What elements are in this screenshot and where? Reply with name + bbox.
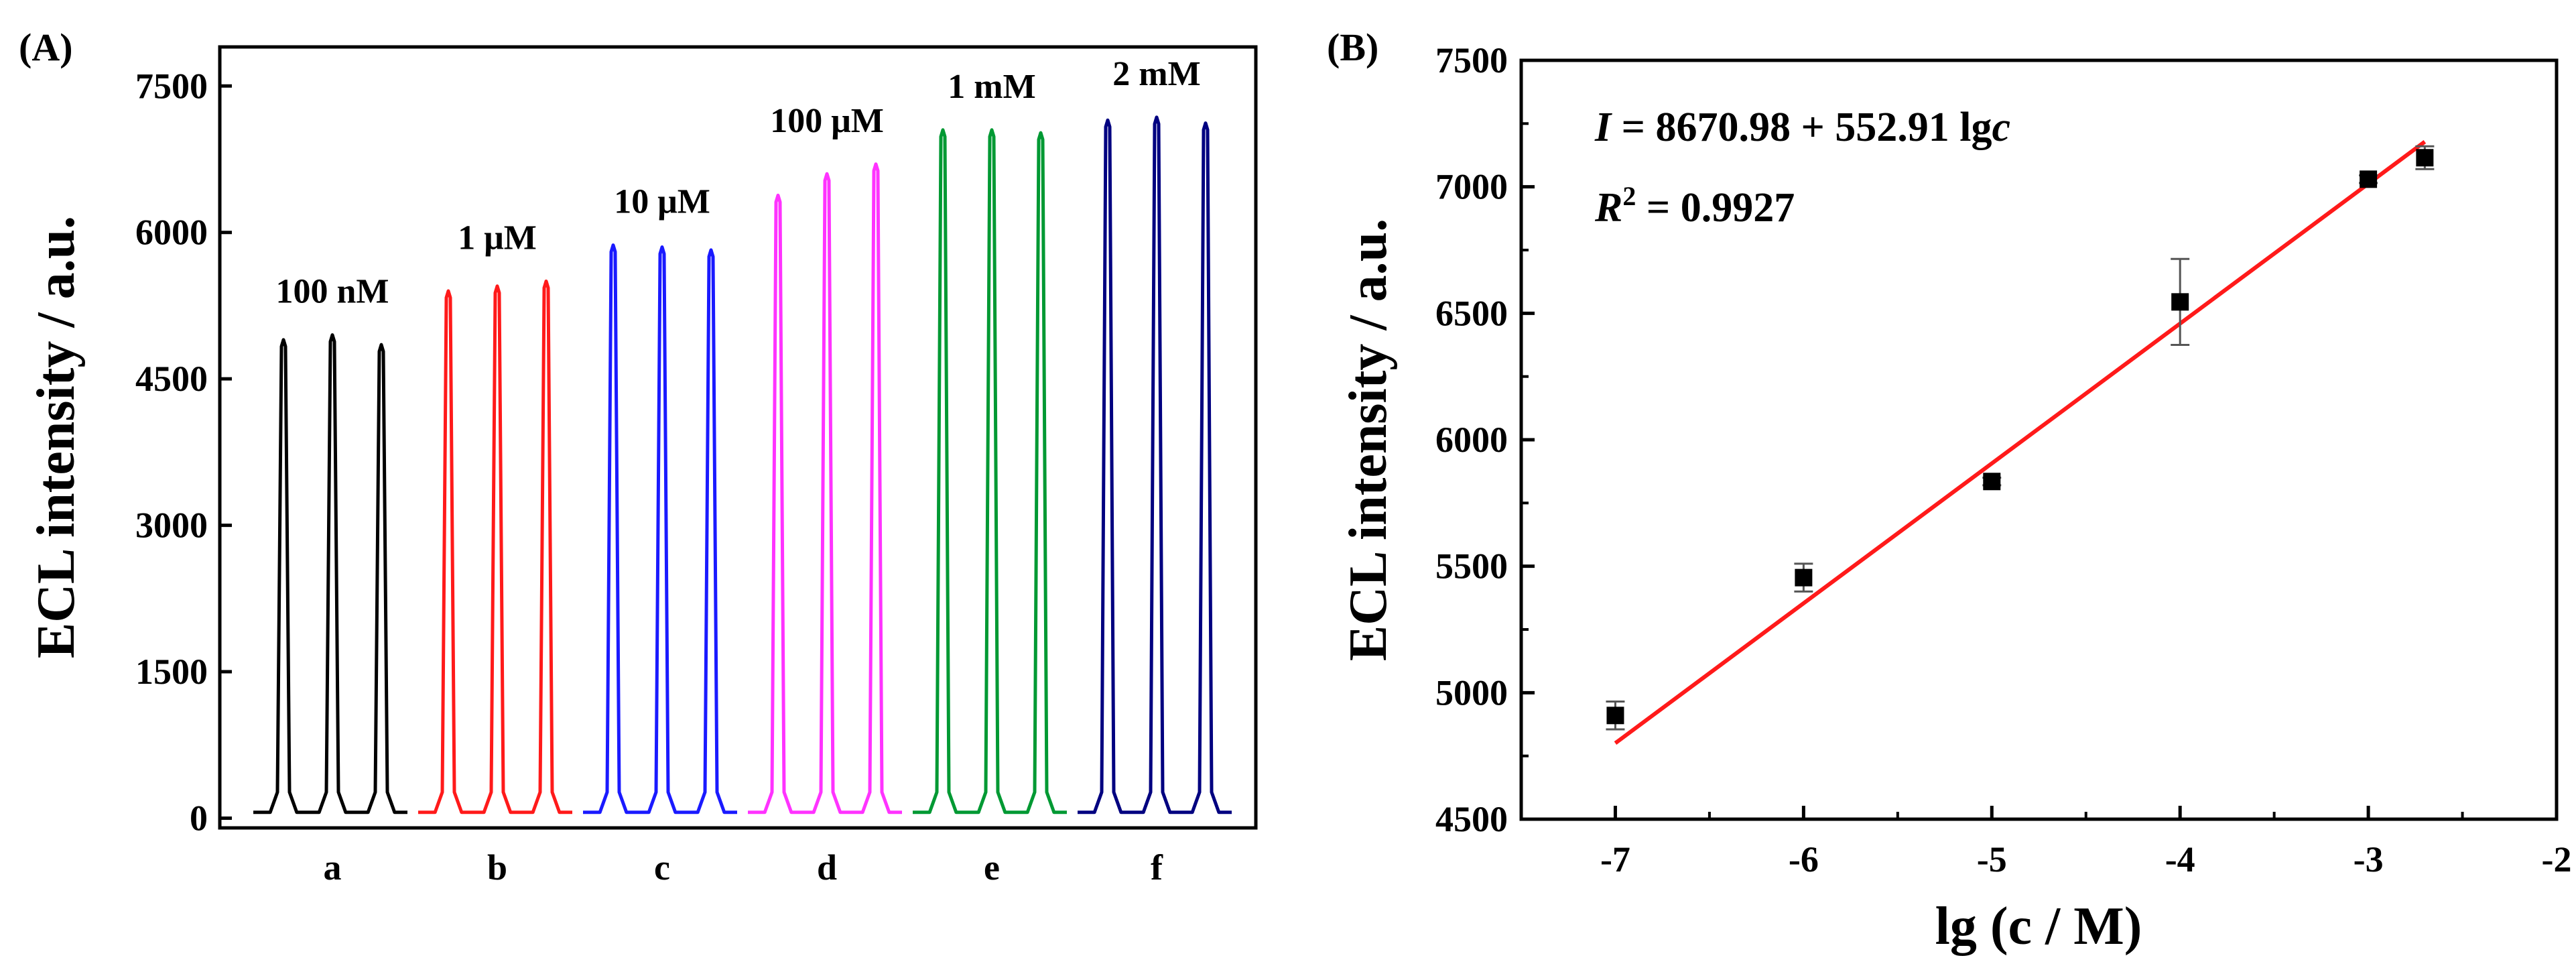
panel-a-traces <box>253 115 1232 814</box>
panel-b-x-tick-label: -2 <box>2542 839 2572 880</box>
panel-b-x-tick-label: -3 <box>2354 839 2384 880</box>
category-label-a: a <box>324 847 342 888</box>
category-label-d: d <box>817 847 837 888</box>
data-point <box>1983 473 2001 491</box>
panel-a-y-tick-label: 1500 <box>135 652 208 692</box>
panel-b-points <box>1606 145 2435 731</box>
panel-b-label: (B) <box>1327 25 1378 69</box>
panel-b-fit <box>1614 140 2427 745</box>
panel-b-y-tick-label: 4500 <box>1435 799 1508 839</box>
data-point <box>1795 568 1813 587</box>
panel-b-y-tick-label: 7500 <box>1435 40 1508 80</box>
panel-a: (A) ECL intensity / a.u. 0 1500 3000 4500 60… <box>19 25 1258 888</box>
panel-a-label: (A) <box>19 25 73 69</box>
panel-b-y-tick-label: 5500 <box>1435 546 1508 587</box>
ecl-trace-f <box>1078 115 1232 814</box>
ecl-trace-d <box>748 162 902 814</box>
panel-a-frame <box>218 45 1258 830</box>
data-point <box>2171 293 2189 311</box>
category-label-c: c <box>654 847 670 888</box>
panel-a-y-tick-label: 7500 <box>135 66 208 106</box>
equation-c: c <box>1992 105 2011 150</box>
panel-b-frame <box>1519 58 2559 821</box>
r2-value: = 0.9927 <box>1636 185 1795 231</box>
panel-a-y-tick-label: 3000 <box>135 505 208 546</box>
equation-i: I <box>1594 105 1612 150</box>
concentration-label-d: 100 μM <box>770 102 884 140</box>
panel-b-x-axis-label: lg (c / M) <box>1935 897 2142 956</box>
panel-a-y-ticks: 0 1500 3000 4500 6000 7500 <box>135 66 232 838</box>
ecl-trace-e <box>913 128 1067 814</box>
panel-b-y-tick-label: 6000 <box>1435 420 1508 460</box>
fit-line <box>1614 140 2427 745</box>
equation-text: I = 8670.98 + 552.91 lgc <box>1594 105 2010 150</box>
concentration-label-a: 100 nM <box>276 273 389 311</box>
panel-a-y-tick-label: 0 <box>190 798 208 838</box>
ecl-trace-b <box>418 280 572 814</box>
panel-a-labels: 100 nM a 1 μM b 10 μM c 100 μM d 1 mM e 2 mM f <box>276 55 1201 888</box>
category-label-e: e <box>984 847 1000 888</box>
concentration-label-c: 10 μM <box>614 183 710 221</box>
panel-a-y-tick-label: 6000 <box>135 213 208 253</box>
ecl-trace-c <box>583 243 737 814</box>
panel-b-y-tick-label: 6500 <box>1435 293 1508 333</box>
data-point <box>2416 149 2434 167</box>
panel-b-y-tick-label: 7000 <box>1435 167 1508 207</box>
data-point <box>1606 707 1624 725</box>
panel-b: (B) ECL intensity / a.u. lg (c / M) 4500… <box>1327 25 2571 956</box>
panel-b-ticks: 4500 5000 5500 6000 6500 7000 7500 -7 -6 -5 -4 -3 -2 <box>1435 40 2571 880</box>
panel-b-y-tick-label: 5000 <box>1435 672 1508 713</box>
concentration-label-e: 1 mM <box>948 68 1035 106</box>
category-label-b: b <box>487 847 507 888</box>
panel-b-x-tick-label: -4 <box>2165 839 2195 880</box>
panel-b-x-tick-label: -7 <box>1600 839 1630 880</box>
category-label-f: f <box>1151 847 1163 888</box>
r2-sup: 2 <box>1622 181 1636 211</box>
panel-a-y-axis-label: ECL intensity / a.u. <box>27 216 86 658</box>
panel-b-y-axis-label: ECL intensity / a.u. <box>1339 219 1398 661</box>
r2-text: R2 = 0.9927 <box>1594 181 1795 231</box>
equation-body: = 8670.98 + 552.91 lg <box>1611 105 1992 150</box>
concentration-label-f: 2 mM <box>1112 55 1200 93</box>
r2-r: R <box>1594 185 1622 231</box>
panel-b-x-tick-label: -6 <box>1789 839 1819 880</box>
ecl-trace-a <box>253 333 407 814</box>
panel-b-x-tick-label: -5 <box>1977 839 2007 880</box>
panel-a-y-tick-label: 4500 <box>135 359 208 399</box>
data-point <box>2360 170 2378 188</box>
concentration-label-b: 1 μM <box>458 219 537 257</box>
